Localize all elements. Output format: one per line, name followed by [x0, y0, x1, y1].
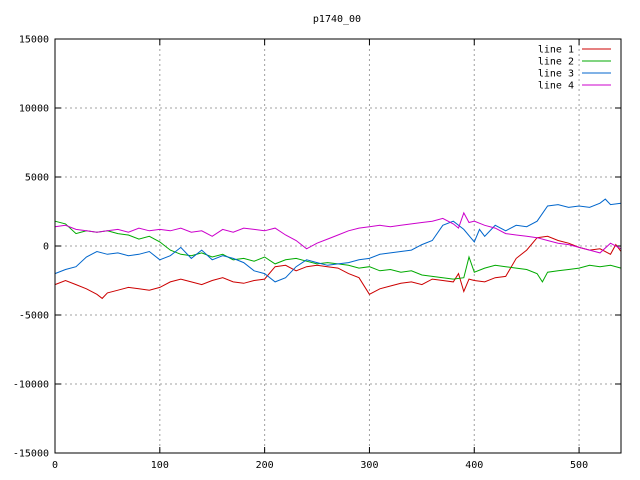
legend-label: line 4	[538, 81, 574, 92]
x-tick-label: 0	[52, 460, 58, 471]
y-tick-label: 5000	[25, 173, 49, 184]
x-tick-label: 500	[570, 460, 588, 471]
chart-title: p1740_00	[313, 14, 361, 25]
y-tick-label: -15000	[13, 449, 49, 460]
series-lines	[54, 198, 622, 300]
axis-ticks: 0 100 200 300 400 500 -15000 -10000 -5000 0 5000 10…	[13, 35, 621, 471]
x-tick-label: 100	[151, 460, 169, 471]
legend-label: line 1	[538, 45, 574, 56]
y-tick-label: 10000	[19, 104, 49, 115]
y-tick-label: 0	[43, 242, 49, 253]
plot-frame	[54, 38, 622, 454]
legend-label: line 2	[538, 57, 574, 68]
series-line-2	[54, 220, 622, 283]
y-tick-label: 15000	[19, 35, 49, 46]
x-tick-label: 300	[360, 460, 378, 471]
y-tick-label: -5000	[19, 311, 49, 322]
series-line-4	[54, 211, 622, 254]
y-tick-label: -10000	[13, 380, 49, 391]
series-line-3	[54, 198, 622, 283]
x-tick-label: 200	[256, 460, 274, 471]
x-tick-label: 400	[465, 460, 483, 471]
series-line-1	[54, 235, 622, 300]
legend-label: line 3	[538, 69, 574, 80]
grid-lines	[55, 39, 621, 453]
